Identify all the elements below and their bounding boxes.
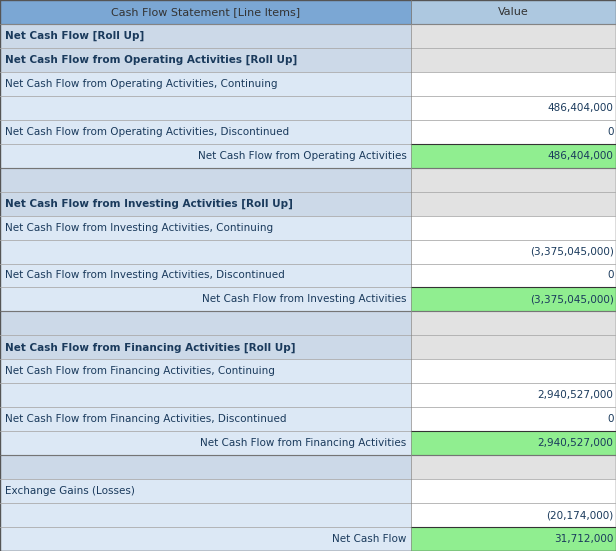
Text: (3,375,045,000): (3,375,045,000): [530, 294, 614, 305]
Bar: [411, 503, 616, 527]
Text: 486,404,000: 486,404,000: [548, 151, 614, 161]
Bar: [411, 288, 616, 311]
Bar: [411, 383, 616, 407]
Bar: [0, 407, 411, 431]
Text: Net Cash Flow from Investing Activities, Continuing: Net Cash Flow from Investing Activities,…: [5, 223, 273, 233]
Text: Net Cash Flow from Financing Activities, Continuing: Net Cash Flow from Financing Activities,…: [5, 366, 275, 376]
Bar: [0, 48, 411, 72]
Bar: [411, 336, 616, 359]
Text: Net Cash Flow from Financing Activities, Discontinued: Net Cash Flow from Financing Activities,…: [5, 414, 286, 424]
Bar: [411, 407, 616, 431]
Bar: [411, 431, 616, 455]
Bar: [0, 455, 411, 479]
Bar: [411, 72, 616, 96]
Text: Net Cash Flow from Operating Activities [Roll Up]: Net Cash Flow from Operating Activities …: [5, 55, 297, 65]
Bar: [0, 0, 411, 24]
Text: 2,940,527,000: 2,940,527,000: [538, 390, 614, 400]
Text: (20,174,000): (20,174,000): [546, 510, 614, 520]
Text: Net Cash Flow from Investing Activities: Net Cash Flow from Investing Activities: [202, 294, 407, 305]
Bar: [411, 48, 616, 72]
Text: Net Cash Flow: Net Cash Flow: [332, 534, 407, 544]
Bar: [411, 96, 616, 120]
Bar: [411, 24, 616, 48]
Text: 0: 0: [607, 271, 614, 280]
Bar: [411, 120, 616, 144]
Text: Net Cash Flow from Operating Activities, Continuing: Net Cash Flow from Operating Activities,…: [5, 79, 277, 89]
Bar: [0, 311, 411, 336]
Text: Net Cash Flow from Investing Activities, Discontinued: Net Cash Flow from Investing Activities,…: [5, 271, 285, 280]
Bar: [411, 144, 616, 168]
Bar: [0, 120, 411, 144]
Text: Net Cash Flow from Financing Activities: Net Cash Flow from Financing Activities: [200, 438, 407, 448]
Bar: [411, 0, 616, 24]
Bar: [0, 215, 411, 240]
Text: Cash Flow Statement [Line Items]: Cash Flow Statement [Line Items]: [111, 7, 301, 17]
Text: 0: 0: [607, 414, 614, 424]
Bar: [0, 263, 411, 288]
Bar: [0, 431, 411, 455]
Text: (3,375,045,000): (3,375,045,000): [530, 246, 614, 257]
Bar: [411, 240, 616, 263]
Text: 2,940,527,000: 2,940,527,000: [538, 438, 614, 448]
Bar: [0, 72, 411, 96]
Bar: [0, 527, 411, 551]
Bar: [0, 383, 411, 407]
Text: 31,712,000: 31,712,000: [554, 534, 614, 544]
Bar: [411, 359, 616, 383]
Bar: [0, 168, 411, 192]
Text: Net Cash Flow [Roll Up]: Net Cash Flow [Roll Up]: [5, 31, 144, 41]
Text: 486,404,000: 486,404,000: [548, 103, 614, 113]
Bar: [0, 240, 411, 263]
Bar: [411, 479, 616, 503]
Bar: [411, 263, 616, 288]
Bar: [0, 96, 411, 120]
Bar: [411, 455, 616, 479]
Bar: [411, 192, 616, 215]
Text: Value: Value: [498, 7, 529, 17]
Bar: [0, 24, 411, 48]
Text: Exchange Gains (Losses): Exchange Gains (Losses): [5, 486, 135, 496]
Bar: [0, 359, 411, 383]
Text: Net Cash Flow from Investing Activities [Roll Up]: Net Cash Flow from Investing Activities …: [5, 198, 293, 209]
Bar: [0, 144, 411, 168]
Bar: [0, 288, 411, 311]
Bar: [0, 336, 411, 359]
Bar: [0, 503, 411, 527]
Text: Net Cash Flow from Financing Activities [Roll Up]: Net Cash Flow from Financing Activities …: [5, 342, 296, 353]
Text: 0: 0: [607, 127, 614, 137]
Bar: [0, 479, 411, 503]
Bar: [411, 168, 616, 192]
Bar: [411, 215, 616, 240]
Text: Net Cash Flow from Operating Activities, Discontinued: Net Cash Flow from Operating Activities,…: [5, 127, 289, 137]
Text: Net Cash Flow from Operating Activities: Net Cash Flow from Operating Activities: [198, 151, 407, 161]
Bar: [411, 311, 616, 336]
Bar: [411, 527, 616, 551]
Bar: [0, 192, 411, 215]
